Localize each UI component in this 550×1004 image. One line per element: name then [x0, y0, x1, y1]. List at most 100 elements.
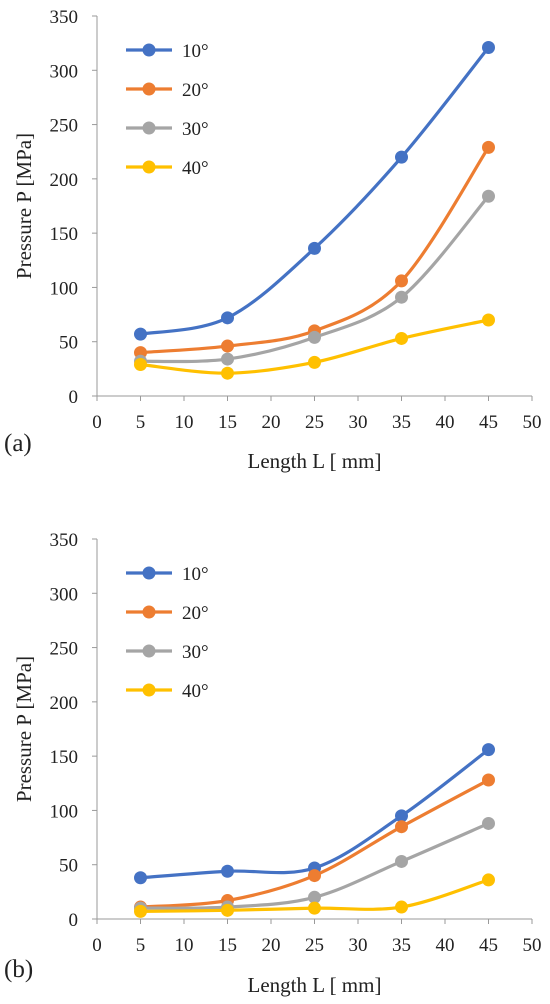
- x-tick-label: 45: [479, 412, 498, 433]
- data-point: [221, 903, 234, 917]
- data-point: [395, 331, 408, 345]
- legend-label: 20°: [182, 603, 209, 624]
- x-tick-label: 10: [175, 412, 194, 433]
- x-axis-title: Length L [ mm]: [248, 973, 382, 997]
- data-point: [482, 816, 495, 830]
- x-tick-label: 45: [479, 935, 498, 956]
- data-point: [482, 40, 495, 54]
- data-point: [134, 871, 147, 885]
- series-line: [138, 748, 491, 880]
- legend-marker: [142, 160, 156, 174]
- data-point: [221, 311, 234, 325]
- x-tick-label: 35: [392, 412, 411, 433]
- data-point: [308, 330, 321, 344]
- data-point: [482, 873, 495, 887]
- chart-panel-a: 0 5 10 15 20 25 30 35 40 45 50 0 50 100 150 200 250 300 35…: [4, 7, 542, 473]
- y-tick-label: 250: [50, 639, 79, 660]
- y-tick-label: 200: [50, 170, 79, 191]
- x-tick-label: 50: [523, 412, 542, 433]
- series-line: [138, 778, 491, 909]
- legend-marker: [142, 644, 156, 658]
- legend-label: 40°: [182, 681, 209, 702]
- legend-marker: [142, 82, 156, 96]
- x-tick-label: 0: [92, 935, 102, 956]
- y-tick-label: 350: [50, 7, 79, 28]
- legend-marker: [142, 121, 156, 135]
- data-point: [395, 809, 408, 823]
- y-tick-label: 300: [50, 584, 79, 605]
- y-tick-label: 50: [59, 856, 78, 877]
- x-tick-label: 40: [436, 935, 455, 956]
- x-tick-label: 20: [262, 412, 281, 433]
- legend-label: 40°: [182, 158, 209, 179]
- y-tick-label: 350: [50, 530, 79, 551]
- y-tick-label: 300: [50, 61, 79, 82]
- data-point: [134, 327, 147, 341]
- data-point: [395, 820, 408, 834]
- y-tick-label: 150: [50, 747, 79, 768]
- legend-marker: [142, 605, 156, 619]
- data-point: [308, 901, 321, 915]
- data-point: [482, 773, 495, 787]
- y-axis-title: Pressure P [MPa]: [12, 133, 36, 279]
- panel-label: (a): [4, 430, 32, 457]
- legend-label: 20°: [182, 80, 209, 101]
- chart-panel-b: 0 5 10 15 20 25 30 35 40 45 50 0 50 100 150 200 250 300 35…: [4, 530, 542, 997]
- legend-label: 30°: [182, 119, 209, 140]
- y-axis-title: Pressure P [MPa]: [12, 656, 36, 802]
- x-tick-label: 5: [136, 412, 146, 433]
- x-tick-label: 25: [305, 935, 324, 956]
- y-tick-label: 0: [69, 910, 79, 931]
- y-tick-label: 200: [50, 693, 79, 714]
- x-axis-title: Length L [ mm]: [248, 449, 382, 473]
- data-point: [134, 904, 147, 918]
- y-tick-label: 150: [50, 224, 79, 245]
- y-tick-label: 100: [50, 801, 79, 822]
- legend-marker: [142, 566, 156, 580]
- data-point: [221, 339, 234, 353]
- x-tick-label: 30: [349, 412, 368, 433]
- legend: 10° 20° 30° 40°: [126, 564, 209, 702]
- legend-marker: [142, 683, 156, 697]
- legend-marker: [142, 43, 156, 57]
- data-point: [308, 890, 321, 904]
- data-point: [482, 189, 495, 203]
- x-tick-label: 50: [523, 935, 542, 956]
- y-tick-label: 100: [50, 278, 79, 299]
- legend: 10° 20° 30° 40°: [126, 41, 209, 179]
- data-point: [395, 150, 408, 164]
- legend-label: 10°: [182, 564, 209, 585]
- data-point: [395, 290, 408, 304]
- x-tick-label: 20: [262, 935, 281, 956]
- data-point: [221, 864, 234, 878]
- data-point: [308, 241, 321, 255]
- series-line: [138, 145, 491, 355]
- data-point: [395, 900, 408, 914]
- data-point: [308, 869, 321, 883]
- y-tick-label: 250: [50, 116, 79, 137]
- x-tick-label: 30: [349, 935, 368, 956]
- legend-label: 30°: [182, 642, 209, 663]
- panel-label: (b): [4, 956, 33, 983]
- data-point: [482, 743, 495, 757]
- data-point: [221, 352, 234, 366]
- data-point: [482, 140, 495, 154]
- data-point: [395, 274, 408, 288]
- x-tick-label: 40: [436, 412, 455, 433]
- data-point: [221, 366, 234, 380]
- data-point: [308, 355, 321, 369]
- x-tick-label: 25: [305, 412, 324, 433]
- x-tick-label: 0: [92, 412, 102, 433]
- x-tick-label: 10: [175, 935, 194, 956]
- x-tick-label: 15: [218, 412, 237, 433]
- data-point: [482, 313, 495, 327]
- x-tick-label: 35: [392, 935, 411, 956]
- data-point: [134, 358, 147, 372]
- x-tick-label: 5: [136, 935, 146, 956]
- y-tick-label: 50: [59, 333, 78, 354]
- data-point: [395, 854, 408, 868]
- legend-label: 10°: [182, 41, 209, 62]
- x-tick-label: 15: [218, 935, 237, 956]
- y-tick-label: 0: [69, 387, 79, 408]
